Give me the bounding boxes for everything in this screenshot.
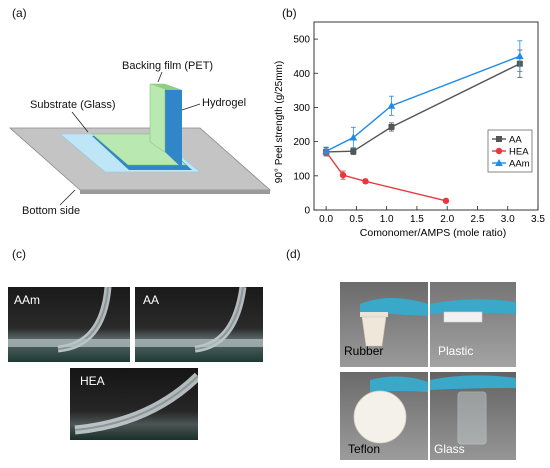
- substrate-label: Substrate (Glass): [30, 99, 116, 111]
- data-point: [387, 101, 396, 109]
- photo-aa-peel: AA: [135, 286, 263, 362]
- data-point: [339, 171, 347, 179]
- series-aam: [322, 40, 524, 156]
- photo-plastic: Plastic: [430, 282, 516, 367]
- y-tick-label: 400: [293, 69, 310, 80]
- backing-film-top: [150, 84, 182, 90]
- y-tick-label: 200: [293, 137, 310, 148]
- backing-film-label: Backing film (PET): [122, 60, 214, 72]
- series-line-aa: [326, 63, 521, 153]
- hydrogel-vertical: [165, 84, 182, 168]
- x-tick-label: 3.5: [531, 214, 545, 225]
- data-point: [388, 123, 395, 130]
- data-point: [322, 147, 330, 155]
- backing-film-horizontal: [91, 133, 187, 166]
- legend-entry-hea: HEA: [509, 147, 529, 158]
- photo-label-aa: AA: [143, 293, 160, 307]
- x-tick-label: 2.0: [440, 214, 454, 225]
- photo-aam-peel: AAm: [8, 286, 130, 362]
- x-tick-label: 2.5: [471, 214, 485, 225]
- legend-marker: [495, 147, 503, 155]
- photo-teflon: Teflon: [340, 372, 428, 460]
- panel-label-c: (c): [12, 247, 26, 261]
- plot-frame: [313, 21, 539, 211]
- photo-label-aam: AAm: [14, 293, 41, 307]
- series-hea: [322, 148, 450, 204]
- data-point: [350, 148, 357, 155]
- photo-label-hea: HEA: [80, 374, 105, 388]
- legend-entry-aa: AA: [509, 135, 522, 146]
- panel-label-a: (a): [12, 6, 27, 20]
- photo-label-glass: Glass: [434, 442, 465, 456]
- chart-axes: 0.0 0.5 1.0 1.5 2.0 2.5 3.0 3.5 0 100 200 300 400 500: [293, 21, 545, 225]
- substrate-plate-edge: [80, 190, 270, 194]
- y-tick-label: 500: [293, 35, 310, 46]
- x-tick-label: 0.5: [349, 214, 363, 225]
- series-line-aam: [325, 55, 521, 152]
- backing-film-vertical: [149, 83, 166, 153]
- y-tick-label: 100: [293, 171, 310, 182]
- bottom-side-label: Bottom side: [22, 205, 81, 217]
- y-tick-label: 300: [293, 103, 310, 114]
- peel-test-schematic: [8, 71, 272, 206]
- legend-entry-aam: AAm: [509, 159, 530, 170]
- y-tick-label: 0: [304, 206, 310, 217]
- photo-label-plastic: Plastic: [438, 344, 474, 358]
- chart-series: [322, 40, 524, 204]
- photo-label-teflon: Teflon: [348, 442, 381, 456]
- legend-marker: [496, 136, 502, 142]
- photo-glass: Glass: [430, 372, 516, 460]
- y-axis-label: 90° Peel strength (g/25mm): [274, 61, 285, 183]
- peel-strength-chart: 0.0 0.5 1.0 1.5 2.0 2.5 3.0 3.5 0 100 200 300 400 500…: [274, 21, 545, 239]
- photo-rubber: Rubber: [340, 282, 428, 367]
- series-line-hea: [325, 151, 447, 202]
- photo-hea-peel: HEA: [70, 368, 202, 440]
- x-axis-label: Comonomer/AMPS (mole ratio): [360, 227, 506, 239]
- x-tick-label: 1.0: [380, 214, 394, 225]
- data-point: [349, 133, 358, 141]
- x-tick-label: 3.0: [501, 214, 515, 225]
- hydrogel-label: Hydrogel: [202, 97, 247, 109]
- x-tick-label: 1.5: [410, 214, 424, 225]
- data-point: [442, 197, 450, 204]
- x-tick-label: 0.0: [319, 214, 333, 225]
- legend-marker: [495, 159, 503, 166]
- panel-label-b: (b): [282, 6, 297, 20]
- photo-label-rubber: Rubber: [344, 344, 384, 358]
- data-point: [516, 52, 524, 60]
- data-point: [362, 178, 369, 185]
- panel-label-d: (d): [286, 247, 301, 261]
